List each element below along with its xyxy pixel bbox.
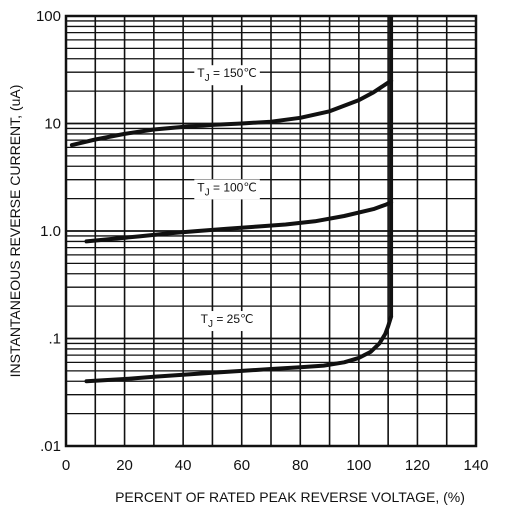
x-tick-label: 40 [175,457,192,474]
plot-frame [64,14,478,448]
x-tick-label: 0 [62,457,70,474]
curve-labels: TJ = 150℃ TJ = 100℃ TJ = 25℃ [194,65,260,332]
x-tick-label: 140 [463,457,488,474]
curve-label-text: TJ = 25℃ [201,312,254,330]
curve-series-1 [69,78,394,148]
x-tick-label: 20 [116,457,133,474]
curve-label-text: TJ = 150℃ [197,66,257,84]
curve-label-background [194,179,260,200]
curve-label-background [197,311,257,332]
y-axis-title: INSTANTANEOUS REVERSE CURRENT, (uA) [7,85,23,378]
y-tick-label: .1 [48,331,61,348]
x-tick-label: 100 [346,457,371,474]
curves [69,16,394,384]
curve-label-1: TJ = 150℃ [194,65,260,86]
curve-series-3 [84,314,394,384]
x-tick-label: 120 [405,457,430,474]
curve-label-background [194,65,260,86]
x-tick-labels: 0 20 40 60 80 100 120 140 [62,457,489,474]
curve-label-3: TJ = 25℃ [197,311,257,332]
x-axis-title: PERCENT OF RATED PEAK REVERSE VOLTAGE, (… [115,489,465,505]
grid [66,16,476,446]
y-tick-label: 10 [44,116,61,133]
y-tick-label: 100 [36,8,61,25]
x-tick-label: 60 [233,457,250,474]
curve-series-2 [84,200,394,244]
y-tick-labels: .01 .1 1.0 10 100 [36,8,61,455]
curve-label-2: TJ = 100℃ [194,179,260,200]
x-tick-label: 80 [292,457,309,474]
y-tick-label: .01 [40,438,61,455]
curve-label-text: TJ = 100℃ [197,180,257,198]
y-tick-label: 1.0 [40,223,61,240]
